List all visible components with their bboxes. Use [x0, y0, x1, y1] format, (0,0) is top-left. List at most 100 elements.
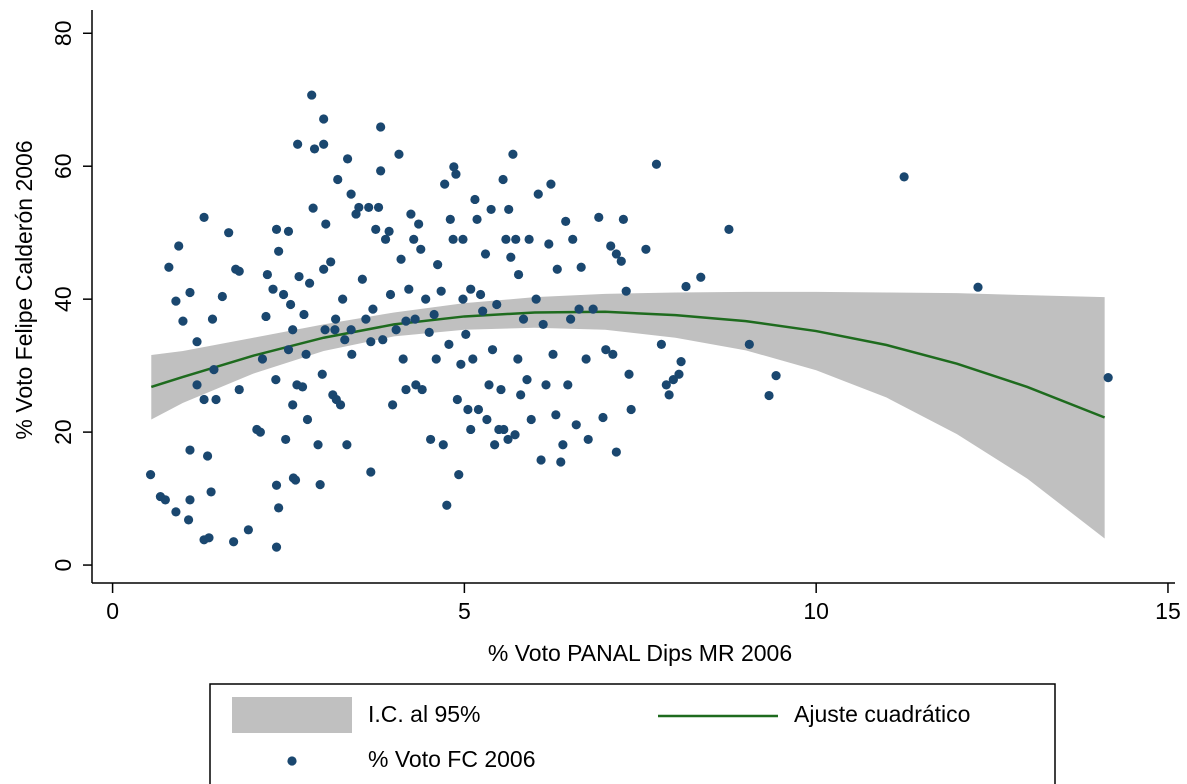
point [338, 294, 348, 304]
point [384, 226, 394, 236]
point [373, 202, 384, 213]
point [676, 357, 686, 367]
x-axis-label: % Voto PANAL Dips MR 2006 [488, 640, 792, 666]
point [674, 369, 684, 379]
point [641, 244, 651, 254]
point [524, 234, 534, 244]
point [207, 314, 218, 324]
point [192, 380, 202, 390]
point [744, 339, 754, 349]
point [533, 189, 543, 199]
point [319, 264, 329, 274]
point [313, 440, 323, 450]
point [574, 304, 584, 314]
point [293, 139, 303, 149]
point [243, 525, 253, 535]
point [511, 234, 521, 244]
point [396, 254, 406, 264]
point [571, 420, 581, 430]
point [145, 470, 156, 480]
point [466, 284, 476, 294]
point [185, 445, 195, 455]
point [199, 394, 209, 405]
point [468, 354, 478, 364]
point [206, 487, 216, 497]
point [217, 291, 227, 302]
point [513, 354, 523, 364]
point [429, 309, 439, 320]
point [448, 234, 458, 244]
confidence-band [151, 291, 1105, 539]
point [342, 440, 352, 450]
point [211, 394, 221, 405]
point [594, 212, 604, 222]
point [470, 194, 480, 205]
point [764, 390, 774, 401]
point [458, 294, 468, 304]
point [444, 339, 454, 349]
point [438, 440, 448, 450]
point [261, 311, 271, 322]
point [304, 278, 315, 288]
point [499, 424, 509, 435]
point [583, 434, 593, 445]
point [192, 337, 202, 347]
point [563, 380, 573, 390]
point [463, 404, 473, 415]
point [522, 374, 532, 385]
point [452, 394, 462, 405]
point [364, 202, 374, 213]
point [506, 252, 516, 262]
point [409, 234, 419, 244]
point [516, 390, 526, 400]
point [278, 289, 289, 300]
point [611, 249, 621, 259]
point [301, 349, 311, 359]
point [307, 90, 317, 100]
point [302, 414, 313, 425]
point [696, 272, 706, 282]
point [361, 314, 371, 324]
point [503, 434, 513, 445]
point [608, 349, 618, 359]
point [347, 349, 357, 359]
point [681, 281, 691, 292]
point [664, 390, 674, 400]
point [366, 337, 376, 347]
point [566, 314, 576, 324]
point [202, 451, 213, 461]
point [398, 354, 408, 364]
point [371, 224, 381, 234]
point [771, 371, 781, 381]
legend-swatch [287, 756, 297, 766]
point [346, 325, 356, 335]
point [568, 234, 578, 244]
point [496, 384, 506, 395]
point [510, 430, 520, 440]
point [285, 299, 296, 310]
point [380, 234, 391, 244]
point [538, 319, 548, 330]
point [204, 533, 214, 543]
point [234, 384, 244, 395]
point [466, 424, 476, 435]
point [309, 144, 320, 154]
point [401, 316, 411, 326]
point [333, 174, 343, 185]
point [546, 179, 556, 189]
y-tick-label: 0 [50, 559, 76, 572]
point [378, 335, 388, 345]
point [164, 262, 174, 272]
point [299, 309, 309, 320]
point [274, 246, 284, 256]
point [487, 345, 498, 355]
point [973, 282, 983, 292]
point [606, 241, 616, 251]
point [548, 349, 558, 359]
point [518, 314, 529, 324]
point [424, 327, 434, 337]
point [541, 380, 551, 390]
point [224, 228, 234, 238]
point [294, 271, 304, 282]
